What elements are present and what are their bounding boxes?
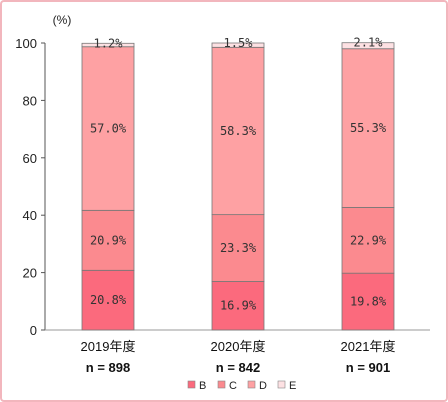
sample-size-label: n = 901 (346, 360, 390, 375)
legend-label-B: B (199, 380, 206, 392)
y-tick-label: 60 (23, 151, 37, 166)
bar-segment-C (211, 214, 265, 282)
y-tick-label: 40 (23, 208, 37, 223)
y-tick-label: 80 (23, 93, 37, 108)
legend-label-E: E (289, 380, 296, 392)
data-label: 1.2% (94, 36, 124, 50)
data-label: 20.8% (90, 293, 127, 307)
sample-size-label: n = 842 (216, 360, 260, 375)
data-label: 22.9% (350, 233, 387, 247)
y-tick-label: 0 (30, 323, 37, 338)
bar-segment-C (81, 209, 135, 271)
legend-label-C: C (229, 380, 237, 392)
data-label: 55.3% (350, 121, 387, 135)
bar-segment-E (81, 42, 135, 48)
bar-segment-D (211, 46, 265, 216)
data-label: 16.9% (220, 299, 257, 313)
bar-segment-E (211, 42, 265, 48)
data-label: 23.3% (220, 241, 257, 255)
x-tick-label: 2021年度 (341, 339, 396, 354)
legend-swatch-D (247, 380, 256, 389)
y-unit-label: (%) (53, 13, 72, 27)
legend-swatch-E (277, 380, 286, 389)
bars: 20.8% 20.9% 57.0% 1.2% 16.9% 23.3% 58.3% 1.5% 19… (81, 36, 395, 331)
bar-segment-B (211, 281, 265, 331)
y-tick-label: 20 (23, 266, 37, 281)
legend-swatch-B (187, 380, 196, 389)
x-tick-label: 2020年度 (211, 339, 266, 354)
data-label: 1.5% (224, 36, 254, 50)
data-label: 2.1% (354, 36, 384, 50)
x-tick-label: 2019年度 (81, 339, 136, 354)
legend: B C D E (187, 380, 296, 392)
data-label: 58.3% (220, 124, 257, 138)
bar-segment-B (81, 269, 135, 331)
bar-segment-D (341, 48, 395, 208)
sample-size-label: n = 898 (86, 360, 130, 375)
bar-segment-C (341, 207, 395, 274)
data-label: 19.8% (350, 295, 387, 309)
data-label: 20.9% (90, 233, 127, 247)
bar-segment-B (341, 272, 395, 331)
legend-label-D: D (259, 380, 267, 392)
bar-segment-E (341, 42, 395, 50)
x-axis-labels: 2019年度 n = 898 2020年度 n = 842 2021年度 n = 901 (81, 339, 396, 375)
legend-swatch-C (217, 380, 226, 389)
data-label: 57.0% (90, 122, 127, 136)
y-tick-label: 100 (15, 36, 37, 51)
